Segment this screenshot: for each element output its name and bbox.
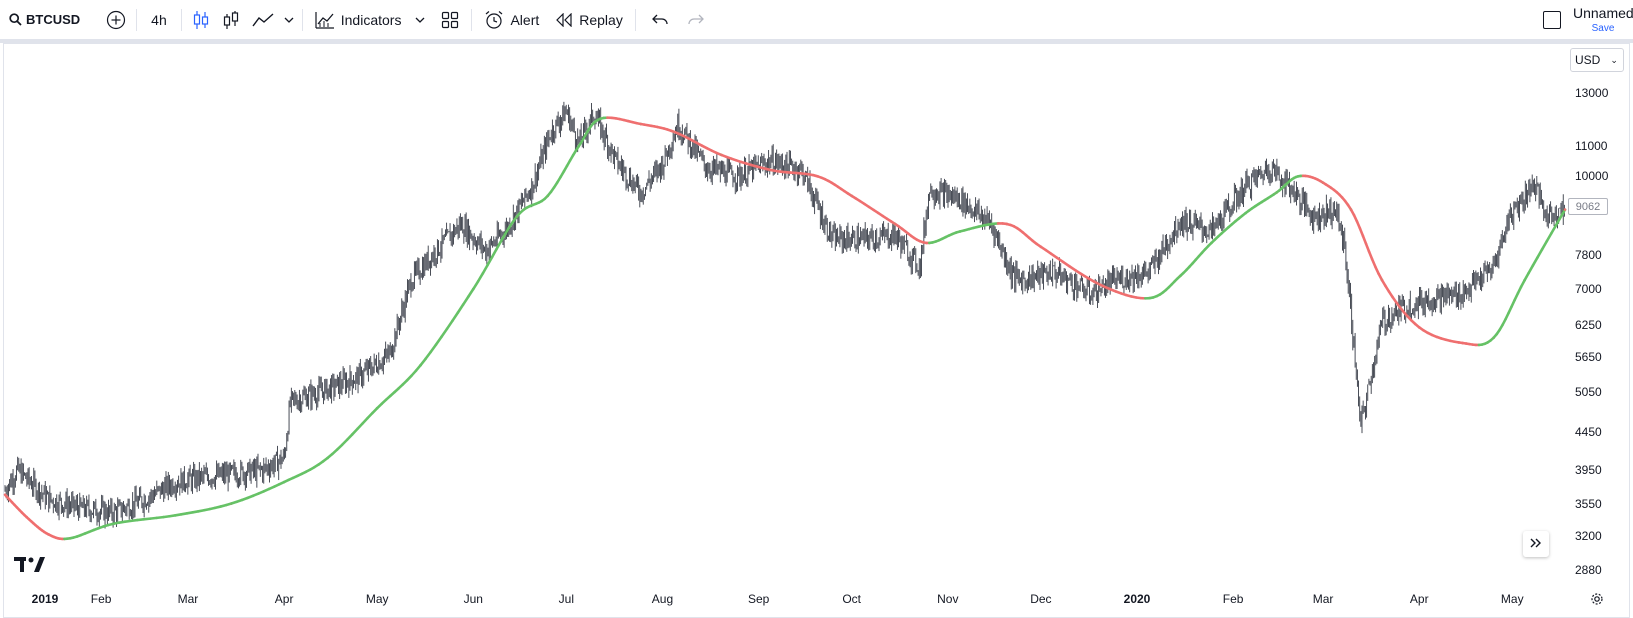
time-tick-label: Nov: [937, 592, 959, 606]
undo-icon: [651, 14, 668, 26]
price-tick-label: 7800: [1575, 247, 1602, 262]
fullscreen-icon[interactable]: [1543, 11, 1561, 29]
settings-gear-icon[interactable]: [1590, 592, 1604, 611]
last-price-label: 9062: [1568, 198, 1608, 215]
price-tick-label: 5650: [1575, 349, 1602, 364]
line-chart-icon: [252, 12, 274, 28]
save-link[interactable]: Save: [1591, 23, 1615, 34]
top-toolbar: BTCUSD 4h Indicators: [0, 0, 1633, 39]
price-tick-label: 11000: [1575, 139, 1608, 154]
replay-label: Replay: [579, 11, 623, 28]
time-tick-label: Apr: [1409, 592, 1429, 606]
plus-circle-icon: [106, 10, 126, 30]
candles-button[interactable]: [186, 5, 216, 35]
price-tick-label: 3550: [1575, 496, 1602, 511]
grid-icon: [441, 11, 459, 29]
time-tick-label: 2019: [31, 592, 59, 606]
time-tick-label: 2020: [1123, 592, 1151, 606]
divider: [0, 39, 1633, 43]
price-tick-label: 2880: [1575, 562, 1602, 577]
indicators-label: Indicators: [340, 11, 402, 28]
time-tick-label: Aug: [651, 592, 674, 606]
currency-select[interactable]: USD ⌄: [1570, 48, 1624, 72]
price-tick-label: 6250: [1575, 317, 1602, 332]
chart-pane[interactable]: [3, 43, 1630, 618]
rewind-icon: [555, 12, 573, 27]
search-icon: [9, 13, 22, 26]
layout-name-label: Unnamed: [1573, 5, 1633, 21]
separator: [634, 8, 636, 31]
separator: [471, 8, 473, 31]
compare-symbol-button[interactable]: [100, 5, 132, 35]
undo-button[interactable]: [640, 5, 680, 35]
line-chart-button[interactable]: [246, 5, 280, 35]
replay-button[interactable]: Replay: [547, 5, 631, 35]
redo-icon: [688, 14, 704, 26]
separator: [301, 8, 303, 31]
chevron-down-icon: ⌄: [1610, 54, 1618, 65]
time-tick-label: Jul: [558, 592, 575, 606]
price-tick-label: 4450: [1575, 425, 1602, 440]
interval-label: 4h: [151, 11, 167, 28]
symbol-label: BTCUSD: [26, 12, 81, 27]
time-tick-label: Oct: [842, 592, 862, 606]
interval-button[interactable]: 4h: [141, 5, 177, 35]
price-tick-label: 7000: [1575, 282, 1602, 296]
currency-label: USD: [1575, 53, 1601, 67]
price-tick-label: 3950: [1575, 462, 1602, 477]
time-tick-label: Dec: [1030, 592, 1052, 606]
time-tick-label: Jun: [463, 592, 483, 606]
alert-button[interactable]: Alert: [476, 5, 547, 35]
price-tick-label: 10000: [1575, 169, 1609, 184]
indicators-button[interactable]: Indicators: [307, 5, 434, 35]
chart-type-dropdown[interactable]: [280, 5, 298, 35]
time-tick-label: Apr: [274, 592, 294, 606]
separator: [136, 8, 138, 31]
chevron-down-icon: [284, 16, 294, 24]
redo-button[interactable]: [680, 5, 712, 35]
scroll-to-realtime-button[interactable]: [1523, 531, 1549, 557]
price-tick-label: 5050: [1575, 385, 1602, 400]
time-tick-label: Sep: [747, 592, 770, 606]
alert-label: Alert: [510, 11, 540, 28]
time-tick-label: Mar: [177, 592, 199, 606]
time-tick-label: Feb: [90, 592, 112, 606]
time-tick-label: May: [365, 592, 389, 606]
price-tick-label: 13000: [1575, 86, 1609, 101]
double-chevron-right-icon: [1530, 535, 1542, 553]
chevron-down-icon: [415, 16, 425, 24]
time-tick-label: Feb: [1222, 592, 1244, 606]
layout-name[interactable]: Unnamed Save: [1573, 6, 1633, 34]
bars-button[interactable]: [216, 5, 246, 35]
separator: [180, 8, 182, 31]
time-tick-label: Mar: [1312, 592, 1334, 606]
price-tick-label: 3200: [1575, 529, 1602, 544]
time-tick-label: May: [1500, 592, 1524, 606]
symbol-search[interactable]: BTCUSD: [0, 5, 86, 35]
candlestick-icon: [192, 9, 210, 31]
indicators-icon: [315, 11, 335, 29]
templates-button[interactable]: [433, 5, 467, 35]
tradingview-logo[interactable]: [14, 557, 46, 578]
alarm-clock-icon: [484, 10, 504, 30]
bar-chart-icon: [222, 9, 240, 31]
